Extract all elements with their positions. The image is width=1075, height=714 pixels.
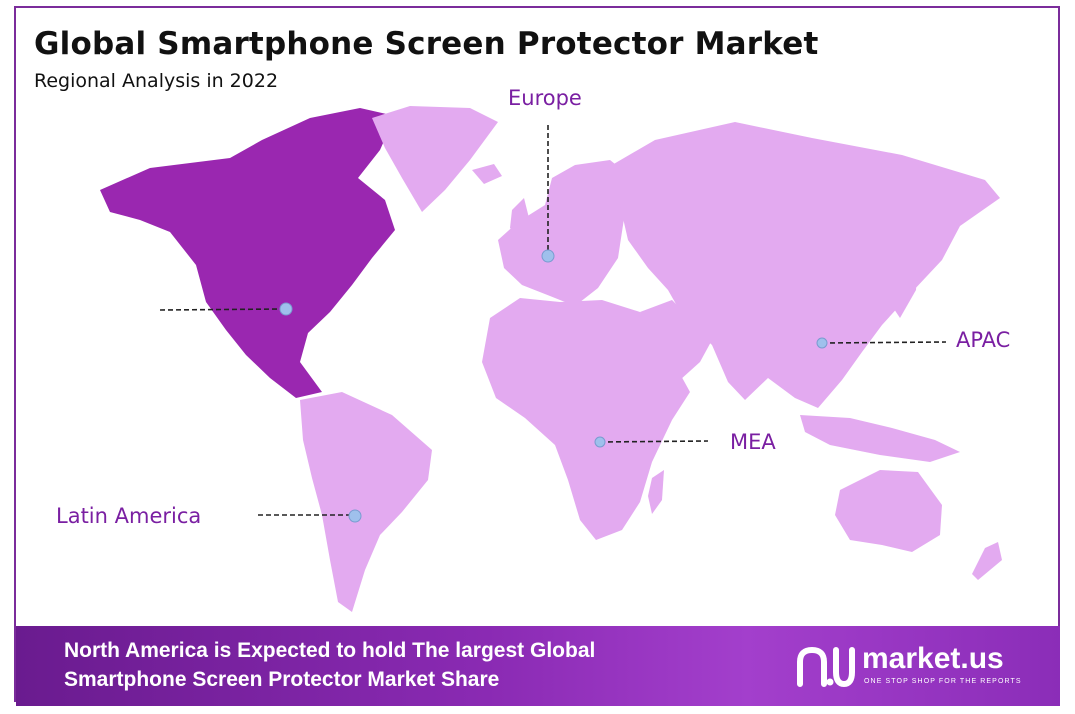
region-europe	[498, 160, 630, 306]
region-se-asia-islands	[800, 415, 960, 462]
label-latin-america: Latin America	[56, 504, 202, 528]
region-arabia	[640, 300, 712, 380]
marker-mea	[594, 436, 606, 448]
market-us-logo-icon	[797, 646, 855, 688]
logo-name: market.us	[862, 642, 1004, 675]
region-australia	[835, 470, 942, 552]
leader-line-north-america	[159, 308, 286, 311]
region-apac	[612, 122, 1000, 408]
label-apac: APAC	[956, 328, 1011, 352]
market-us-logo[interactable]: market.us ONE STOP SHOP FOR THE REPORTS	[794, 640, 1054, 696]
leader-line-mea	[599, 440, 709, 443]
region-iceland	[472, 164, 502, 184]
region-mea	[482, 298, 690, 540]
marker-apac	[816, 337, 828, 349]
page-title: Global Smartphone Screen Protector Marke…	[34, 26, 819, 62]
marker-europe	[541, 249, 555, 263]
page-subtitle: Regional Analysis in 2022	[34, 70, 279, 92]
region-japan	[892, 260, 918, 318]
region-latin-america	[300, 392, 432, 612]
logo-tagline: ONE STOP SHOP FOR THE REPORTS	[864, 678, 1022, 685]
leader-line-apac	[821, 341, 947, 344]
region-north-america	[100, 108, 395, 398]
marker-latin-america	[348, 509, 362, 523]
footer-banner: North America is Expected to hold The la…	[16, 626, 1060, 706]
banner-text: North America is Expected to hold The la…	[64, 639, 596, 691]
marker-north-america	[279, 302, 293, 316]
region-madagascar	[648, 470, 664, 514]
label-mea: MEA	[730, 430, 776, 454]
label-europe: Europe	[508, 86, 582, 110]
region-new-zealand	[972, 542, 1002, 580]
region-greenland	[372, 106, 498, 212]
region-uk	[510, 198, 530, 236]
